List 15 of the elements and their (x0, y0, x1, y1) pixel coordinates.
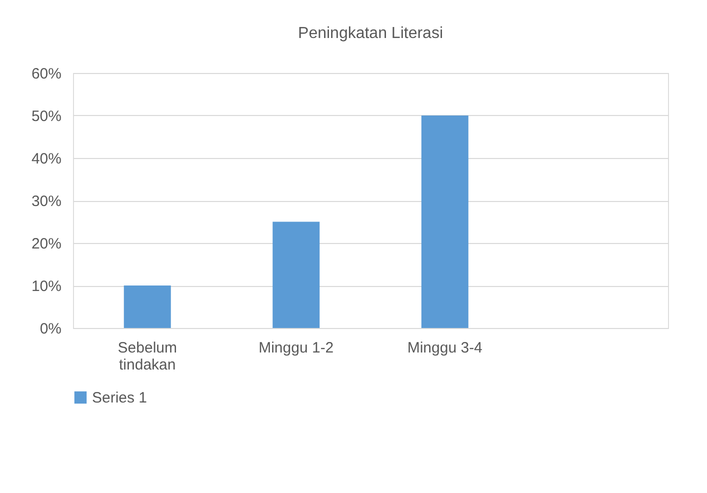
y-tick-label: 20% (31, 236, 62, 252)
y-tick-label: 60% (31, 66, 62, 82)
x-tick-label: Sebelum tindakan (118, 340, 177, 374)
chart-title: Peningkatan Literasi (298, 25, 443, 42)
y-tick-label: 40% (31, 150, 62, 168)
bar (421, 116, 468, 328)
legend-label: Series 1 (92, 390, 148, 406)
bar (124, 286, 171, 328)
y-tick-label: 10% (31, 278, 62, 295)
x-tick-label: Minggu 1-2 (258, 340, 334, 356)
y-tick-label: 50% (31, 108, 62, 125)
bar (272, 222, 320, 328)
y-tick-label: 0% (40, 320, 62, 338)
y-tick-label: 30% (31, 193, 62, 210)
x-tick-label: Minggu 3-4 (407, 340, 482, 356)
